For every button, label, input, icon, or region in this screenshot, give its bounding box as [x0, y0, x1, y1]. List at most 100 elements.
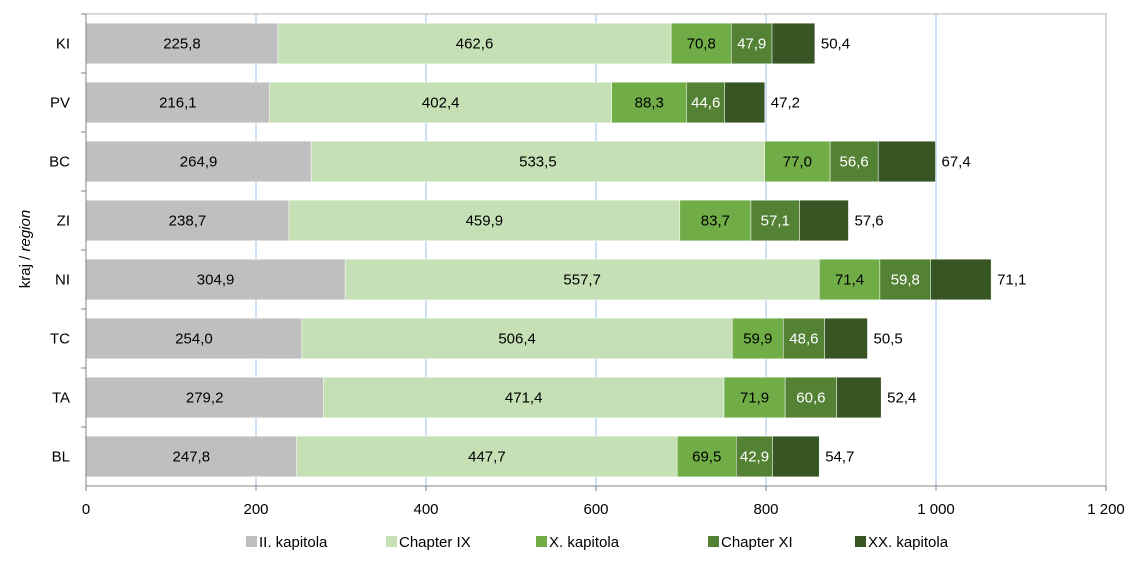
data-label: 69,5 [692, 449, 721, 466]
x-tick-label: 0 [82, 501, 90, 518]
x-tick-label: 800 [753, 501, 778, 518]
data-label: 59,9 [743, 331, 772, 348]
x-tick-label: 200 [243, 501, 268, 518]
data-label: 57,1 [761, 213, 790, 230]
bar-segment [676, 435, 737, 478]
data-label: 471,4 [505, 390, 543, 407]
data-label: 447,7 [468, 449, 506, 466]
data-label: 50,4 [821, 36, 850, 53]
bar-segment [723, 376, 786, 419]
legend-swatch [708, 536, 719, 547]
data-label: 57,6 [854, 213, 883, 230]
axes: 0 200 400 600 800 1 000 1 200 KI PV BC ZI NI TC TA BL [49, 13, 1125, 518]
data-label: 247,8 [173, 449, 211, 466]
y-tick-label: NI [55, 272, 70, 289]
data-label: 59,8 [891, 272, 920, 289]
data-label: 216,1 [159, 95, 197, 112]
bar-segment [301, 317, 733, 360]
bar-segment [323, 376, 725, 419]
bar-segment [732, 317, 784, 360]
legend-swatch [855, 536, 866, 547]
bar-segment [877, 140, 936, 183]
data-label: 71,4 [835, 272, 864, 289]
bar-segment [277, 22, 672, 65]
data-label: 50,5 [873, 331, 902, 348]
bar-segment [824, 317, 868, 360]
data-label: 44,6 [691, 95, 720, 112]
data-label: 42,9 [740, 449, 769, 466]
data-label: 279,2 [186, 390, 224, 407]
bar-segment [679, 199, 752, 242]
data-label: 47,2 [771, 95, 800, 112]
bar-segment [85, 376, 324, 419]
legend-label: Chapter XI [721, 534, 793, 551]
bar-segment [85, 81, 270, 124]
data-label: 71,9 [740, 390, 769, 407]
data-label: 304,9 [197, 272, 235, 289]
bar-segment [829, 140, 879, 183]
bar-segment [736, 435, 773, 478]
legend-swatch [386, 536, 397, 547]
data-label: 71,1 [997, 272, 1026, 289]
bar-segment [310, 140, 765, 183]
data-label: 462,6 [456, 36, 494, 53]
data-label: 70,8 [687, 36, 716, 53]
y-tick-label: ZI [57, 213, 70, 230]
bars: 225,8 462,6 70,8 47,9 50,4 216,1 402,4 88,3 44,6… [85, 22, 1026, 478]
y-tick-label: TC [50, 331, 70, 348]
bar-segment [764, 140, 831, 183]
data-label: 459,9 [466, 213, 504, 230]
legend-swatch [536, 536, 547, 547]
bar-segment [269, 81, 612, 124]
bar-segment [670, 22, 732, 65]
y-tick-label: PV [50, 95, 70, 112]
data-label: 48,6 [789, 331, 818, 348]
data-label: 225,8 [163, 36, 201, 53]
legend-label: X. kapitola [549, 534, 620, 551]
x-tick-label: 1 200 [1087, 501, 1125, 518]
x-tick-label: 400 [413, 501, 438, 518]
bar-segment [85, 317, 303, 360]
data-label: 88,3 [635, 95, 664, 112]
data-label: 506,4 [498, 331, 536, 348]
bar-segment [818, 258, 881, 301]
data-label: 67,4 [941, 154, 970, 171]
data-label: 402,4 [422, 95, 460, 112]
bar-segment [750, 199, 800, 242]
bar-segment [772, 435, 820, 478]
data-label: 54,7 [825, 449, 854, 466]
bar-segment [85, 435, 297, 478]
y-tick-label: BL [52, 449, 70, 466]
data-label: 47,9 [737, 36, 766, 53]
data-label: 52,4 [887, 390, 916, 407]
y-tick-label: BC [49, 154, 70, 171]
y-tick-label: KI [56, 36, 70, 53]
legend-label: II. kapitola [259, 534, 328, 551]
data-label: 238,7 [169, 213, 207, 230]
bar-segment [85, 140, 312, 183]
bar-segment [611, 81, 688, 124]
data-label: 557,7 [563, 272, 601, 289]
bar-segment [686, 81, 725, 124]
bar-segment [771, 22, 816, 65]
bar-segment [296, 435, 678, 478]
bar-segment [836, 376, 882, 419]
bar-segment [799, 199, 849, 242]
data-label: 77,0 [783, 154, 812, 171]
data-label: 60,6 [796, 390, 825, 407]
legend-label: Chapter IX [399, 534, 471, 551]
y-axis-title: kraj / region [17, 210, 34, 288]
data-label: 83,7 [701, 213, 730, 230]
data-label: 264,9 [180, 154, 218, 171]
x-tick-label: 1 000 [917, 501, 955, 518]
data-label: 533,5 [519, 154, 557, 171]
bar-segment [879, 258, 931, 301]
data-label: 254,0 [175, 331, 213, 348]
x-tick-label: 600 [583, 501, 608, 518]
legend-swatch [246, 536, 257, 547]
legend-label: XX. kapitola [868, 534, 949, 551]
legend: II. kapitola Chapter IX X. kapitola Chapter… [246, 534, 949, 551]
bar-segment [930, 258, 992, 301]
